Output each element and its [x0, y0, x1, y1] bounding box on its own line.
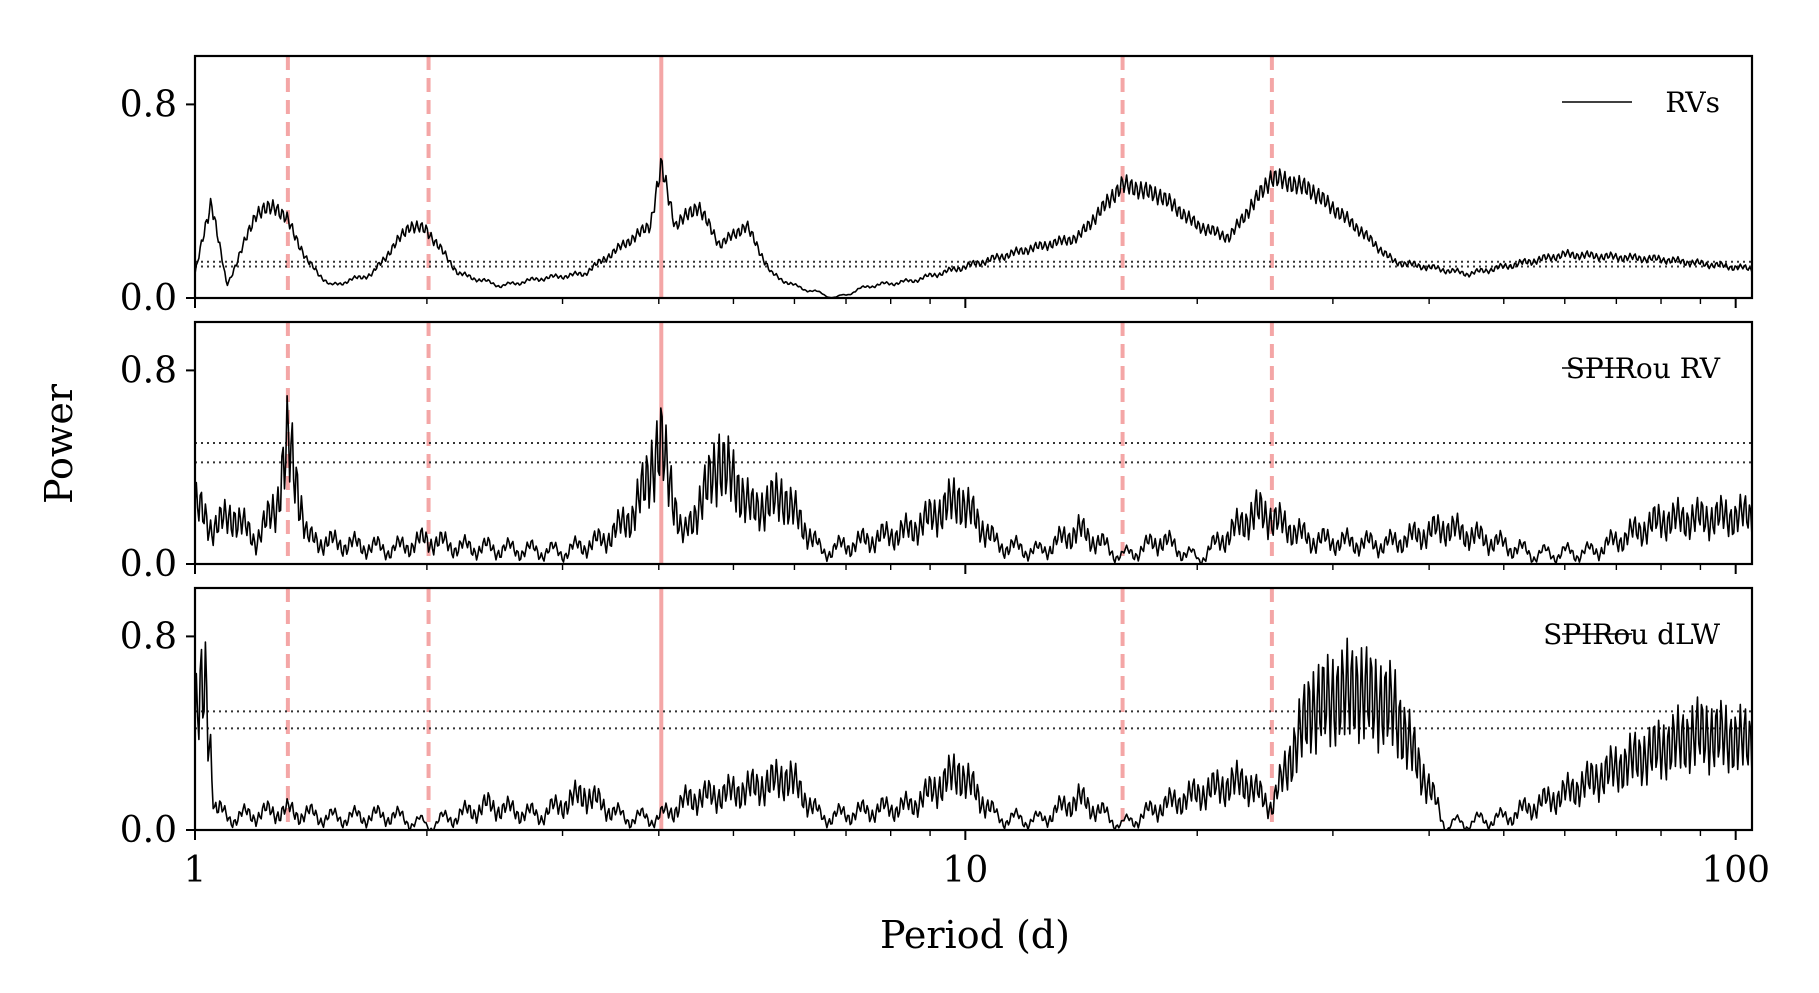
legend-label: SPIRou dLW — [1543, 618, 1720, 651]
legend: SPIRou RV — [1562, 352, 1721, 385]
y-tick-label: 0.0 — [120, 544, 177, 585]
x-axis-ticks: 1 10 100 — [184, 850, 1770, 891]
y-tick-label: 0.0 — [120, 278, 177, 319]
legend: SPIRou dLW — [1543, 618, 1720, 651]
series-line — [194, 637, 1753, 831]
x-tick-label: 10 — [942, 850, 988, 891]
panel-frame — [193, 54, 1754, 300]
panel-2: 0.0 0.8 SPIRou RV — [120, 320, 1754, 585]
panel-frame — [193, 586, 1754, 832]
y-tick-label: 0.8 — [120, 350, 177, 391]
panel-frame — [193, 320, 1754, 566]
legend-label: RVs — [1665, 86, 1720, 119]
legend-label: SPIRou RV — [1566, 352, 1721, 385]
x-tick-label: 1 — [184, 850, 207, 891]
panel-3: 0.0 0.8 SPIRou dLW — [120, 586, 1754, 851]
series-line — [194, 395, 1753, 565]
panels-group: 0.0 0.8 RVs 0.0 0.8 SPIRou RV 0.0 0.8 SPIRou dLW — [120, 54, 1754, 851]
y-axis-title: Power — [37, 383, 81, 504]
series-line — [194, 157, 1753, 299]
y-tick-label: 0.8 — [120, 84, 177, 125]
x-axis-title: Period (d) — [880, 913, 1070, 957]
legend: RVs — [1562, 86, 1720, 119]
panel-1: 0.0 0.8 RVs — [120, 54, 1754, 319]
y-tick-label: 0.8 — [120, 616, 177, 657]
x-tick-label: 100 — [1701, 850, 1770, 891]
y-tick-label: 0.0 — [120, 810, 177, 851]
